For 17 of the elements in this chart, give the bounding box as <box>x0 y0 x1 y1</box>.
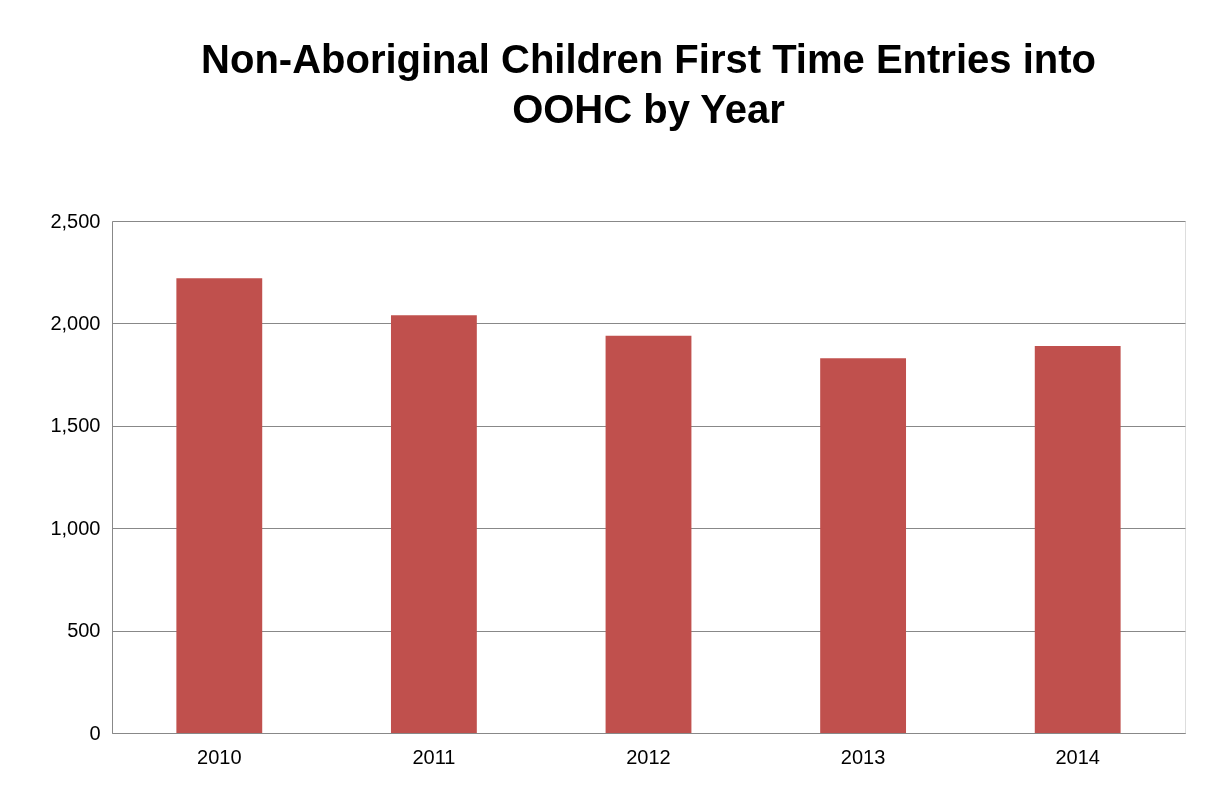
chart-title: Non-Aboriginal Children First Time Entries into OOHC by Year <box>201 37 1096 131</box>
bar <box>176 278 263 733</box>
y-tick-label: 2,500 <box>50 209 101 232</box>
y-tick-label: 2,000 <box>50 311 101 334</box>
bar <box>1034 345 1121 733</box>
bar <box>605 335 692 733</box>
x-tick-label: 2014 <box>1055 745 1100 768</box>
x-tick-label: 2012 <box>626 745 671 768</box>
y-tick-label: 1,000 <box>50 516 101 539</box>
y-tick-label: 1,500 <box>50 414 101 437</box>
bar <box>820 358 907 733</box>
x-tick-label: 2010 <box>197 745 242 768</box>
x-tick-label: 2011 <box>412 745 456 768</box>
x-tick-label: 2013 <box>840 745 886 768</box>
y-tick-label: 500 <box>67 619 101 642</box>
y-tick-label: 0 <box>89 721 101 744</box>
bar <box>390 315 477 733</box>
